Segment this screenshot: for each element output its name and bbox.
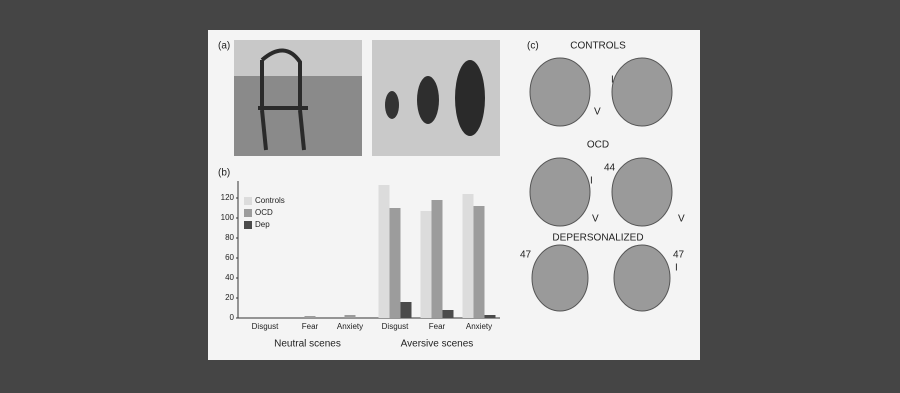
brain-scan [613, 244, 671, 312]
annotation: V [592, 214, 599, 225]
bar [484, 315, 496, 318]
bar [304, 316, 316, 318]
group-label: Neutral scenes [274, 339, 341, 350]
cockroach [385, 91, 399, 119]
legend-label: Dep [255, 220, 270, 229]
annotation: 47 [673, 250, 685, 261]
bar [344, 315, 356, 318]
row-label: OCD [587, 140, 609, 151]
y-tick-label: 40 [225, 273, 234, 282]
group-label: Aversive scenes [401, 339, 474, 350]
annotation: V [678, 214, 685, 225]
panel-label: (b) [218, 168, 230, 179]
panel-label: (c) [527, 41, 539, 52]
annotation: I [590, 176, 593, 187]
y-tick-label: 60 [225, 253, 234, 262]
x-tick-label: Fear [429, 322, 446, 331]
legend-swatch [244, 221, 252, 229]
x-tick-label: Fear [302, 322, 319, 331]
brain-scan [611, 157, 673, 227]
bar [442, 310, 454, 318]
bar [473, 206, 485, 318]
y-tick-label: 0 [230, 313, 235, 322]
bar-chart: 0 20 40 60 80 100 120 Disgust Fear Anxiety Disgust… [221, 181, 500, 350]
brain-scan [531, 244, 589, 312]
annotation: I [675, 263, 678, 274]
x-tick-label: Anxiety [466, 322, 492, 331]
bar [420, 211, 432, 318]
x-tick-label: Anxiety [337, 322, 363, 331]
bar [400, 302, 412, 318]
annotation: V [594, 107, 601, 118]
bar [431, 200, 443, 318]
x-tick-label: Disgust [252, 322, 279, 331]
legend-swatch [244, 209, 252, 217]
brain-scan [611, 57, 673, 127]
annotation: 44 [604, 163, 616, 174]
cockroach [455, 60, 485, 136]
row-label: DEPERSONALIZED [552, 233, 643, 244]
cockroach [417, 76, 439, 124]
y-tick-label: 80 [225, 233, 234, 242]
y-tick-label: 100 [221, 213, 235, 222]
bar [378, 185, 390, 318]
brain-scan [529, 57, 591, 127]
y-tick-label: 120 [221, 193, 235, 202]
row-label: CONTROLS [570, 41, 626, 52]
x-tick-label: Disgust [382, 322, 409, 331]
annotation: 47 [520, 250, 532, 261]
bar [389, 208, 401, 318]
annotation: I [611, 75, 614, 86]
legend-label: OCD [255, 208, 273, 217]
brain-scan [529, 157, 591, 227]
legend-swatch [244, 197, 252, 205]
y-tick-label: 20 [225, 293, 234, 302]
chair-shape [258, 48, 308, 151]
panel-label: (a) [218, 41, 230, 52]
bar [462, 194, 474, 318]
legend-label: Controls [255, 196, 285, 205]
